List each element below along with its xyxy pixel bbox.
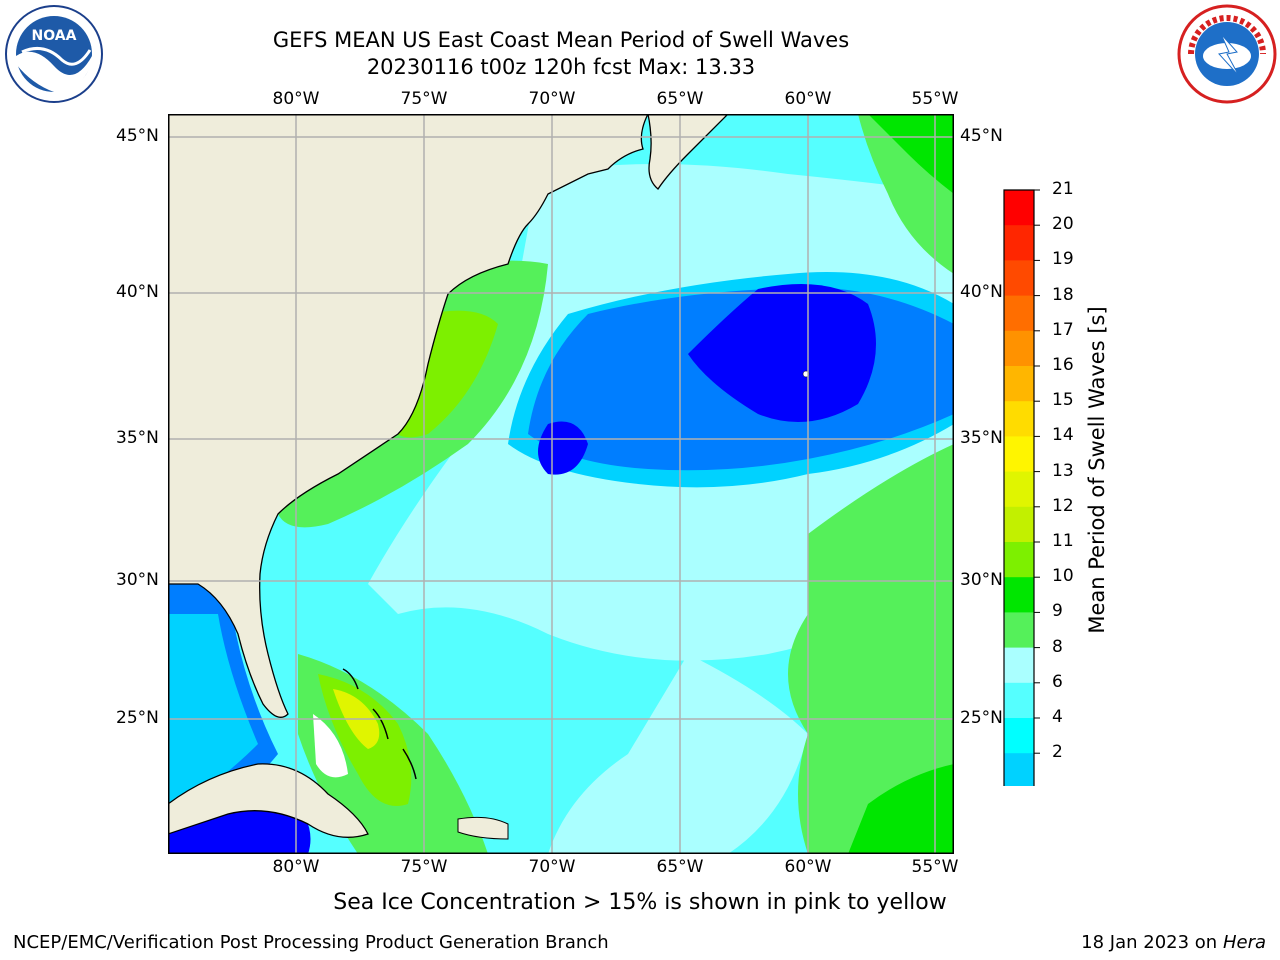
colorbar-segment (1004, 330, 1034, 367)
field-11-12-southeast (848, 764, 954, 854)
land-cuba (168, 763, 369, 838)
colorbar-segment (1004, 366, 1034, 402)
colorbar-segment (1004, 436, 1034, 473)
colorbar-tick-label: 11 (1052, 531, 1074, 551)
colorbar-tick-label: 16 (1052, 355, 1074, 375)
map-frame (168, 114, 954, 854)
map-graticule (168, 114, 954, 854)
footer-date: 18 Jan 2023 on Hera (1081, 932, 1266, 953)
lon-label-top: 80°W (272, 89, 320, 109)
colorbar-segment (1004, 647, 1034, 684)
noaa-logo: NOAA (5, 5, 103, 103)
colorbar (1003, 189, 1040, 786)
footer-date-text: 18 Jan 2023 on (1081, 932, 1223, 953)
colorbar-tick-label: 9 (1052, 601, 1063, 622)
lat-label-right: 25°N (960, 708, 1003, 728)
lon-label-top: 70°W (528, 89, 576, 109)
colorbar-tick-label: 18 (1052, 284, 1074, 305)
colorbar-tick-label: 14 (1052, 425, 1074, 446)
colorbar-segment (1004, 190, 1034, 226)
lat-label-right: 35°N (960, 428, 1003, 448)
colorbar-tick-label: 4 (1052, 707, 1063, 727)
colorbar-segment (1004, 682, 1034, 719)
colorbar-segment (1004, 718, 1034, 754)
lat-label-right: 30°N (960, 570, 1003, 590)
nws-logo (1177, 4, 1277, 104)
lat-label-left: 45°N (116, 126, 159, 146)
map-subtitle: 20230116 t00z 120h fcst Max: 13.33 (366, 55, 756, 79)
land-nova-scotia (647, 114, 729, 190)
land-north-america (168, 114, 649, 718)
colorbar-tick-label: 10 (1052, 566, 1074, 587)
lon-label-bottom: 70°W (528, 857, 576, 877)
bahamas-islands (342, 668, 417, 780)
lon-label-bottom: 60°W (784, 857, 832, 877)
lat-label-left: 25°N (116, 708, 159, 728)
colorbar-segment (1004, 577, 1034, 613)
lat-label-left: 30°N (116, 570, 159, 590)
sea-ice-note: Sea Ice Concentration > 15% is shown in … (333, 890, 947, 915)
footer-host: Hera (1222, 932, 1266, 953)
lon-label-bottom: 65°W (656, 857, 704, 877)
colorbar-tick-label: 12 (1052, 495, 1074, 516)
colorbar-tick-label: 21 (1052, 179, 1074, 199)
gulf-4-6 (168, 614, 258, 814)
colorbar-segment (1004, 295, 1034, 332)
colorbar-outline (1003, 189, 1035, 786)
lat-label-left: 35°N (116, 428, 159, 448)
field-9-10-south (548, 654, 808, 854)
lat-label-left: 40°N (116, 282, 159, 302)
shallow-mask (313, 714, 348, 778)
colorbar-segment (1004, 401, 1034, 437)
colorbar-segment (1004, 753, 1034, 786)
lat-label-right: 40°N (960, 282, 1003, 302)
colorbar-segment (1004, 506, 1034, 543)
colorbar-tick-label: 13 (1052, 460, 1074, 481)
field-under-2-west (538, 421, 588, 475)
lon-label-bottom: 55°W (911, 857, 959, 877)
colorbar-tick-label: 2 (1052, 742, 1063, 763)
colorbar-segment (1004, 225, 1034, 261)
colorbar-tick-label: 6 (1052, 671, 1063, 692)
lat-label-right: 45°N (960, 126, 1003, 146)
colorbar-segment (1004, 612, 1034, 649)
field-under-2-center (688, 284, 876, 422)
swell-period-map (168, 114, 954, 854)
field-11-12-northeast (868, 114, 954, 194)
map-title: GEFS MEAN US East Coast Mean Period of S… (272, 28, 850, 52)
colorbar-tick-label: 20 (1052, 214, 1074, 235)
lon-label-top: 55°W (911, 89, 959, 109)
colorbar-segment (1004, 260, 1034, 297)
lon-label-bottom: 80°W (272, 857, 320, 877)
colorbar-tick-label: 15 (1052, 390, 1074, 411)
lon-label-top: 60°W (784, 89, 832, 109)
colorbar-tick-label: 8 (1052, 636, 1063, 657)
colorbar-segment (1004, 542, 1034, 578)
colorbar-tick-label: 19 (1052, 249, 1074, 270)
colorbar-tick-label: 17 (1052, 319, 1074, 340)
colorbar-title: Mean Period of Swell Waves [s] (1085, 306, 1109, 634)
colorbar-segment (1004, 471, 1034, 508)
lon-label-top: 75°W (400, 89, 448, 109)
field-10-11-east (788, 444, 954, 854)
lon-label-top: 65°W (656, 89, 704, 109)
footer-credit: NCEP/EMC/Verification Post Processing Pr… (13, 932, 609, 953)
land-hispaniola (457, 816, 509, 840)
noaa-logo-text: NOAA (32, 28, 77, 44)
lon-label-bottom: 75°W (400, 857, 448, 877)
